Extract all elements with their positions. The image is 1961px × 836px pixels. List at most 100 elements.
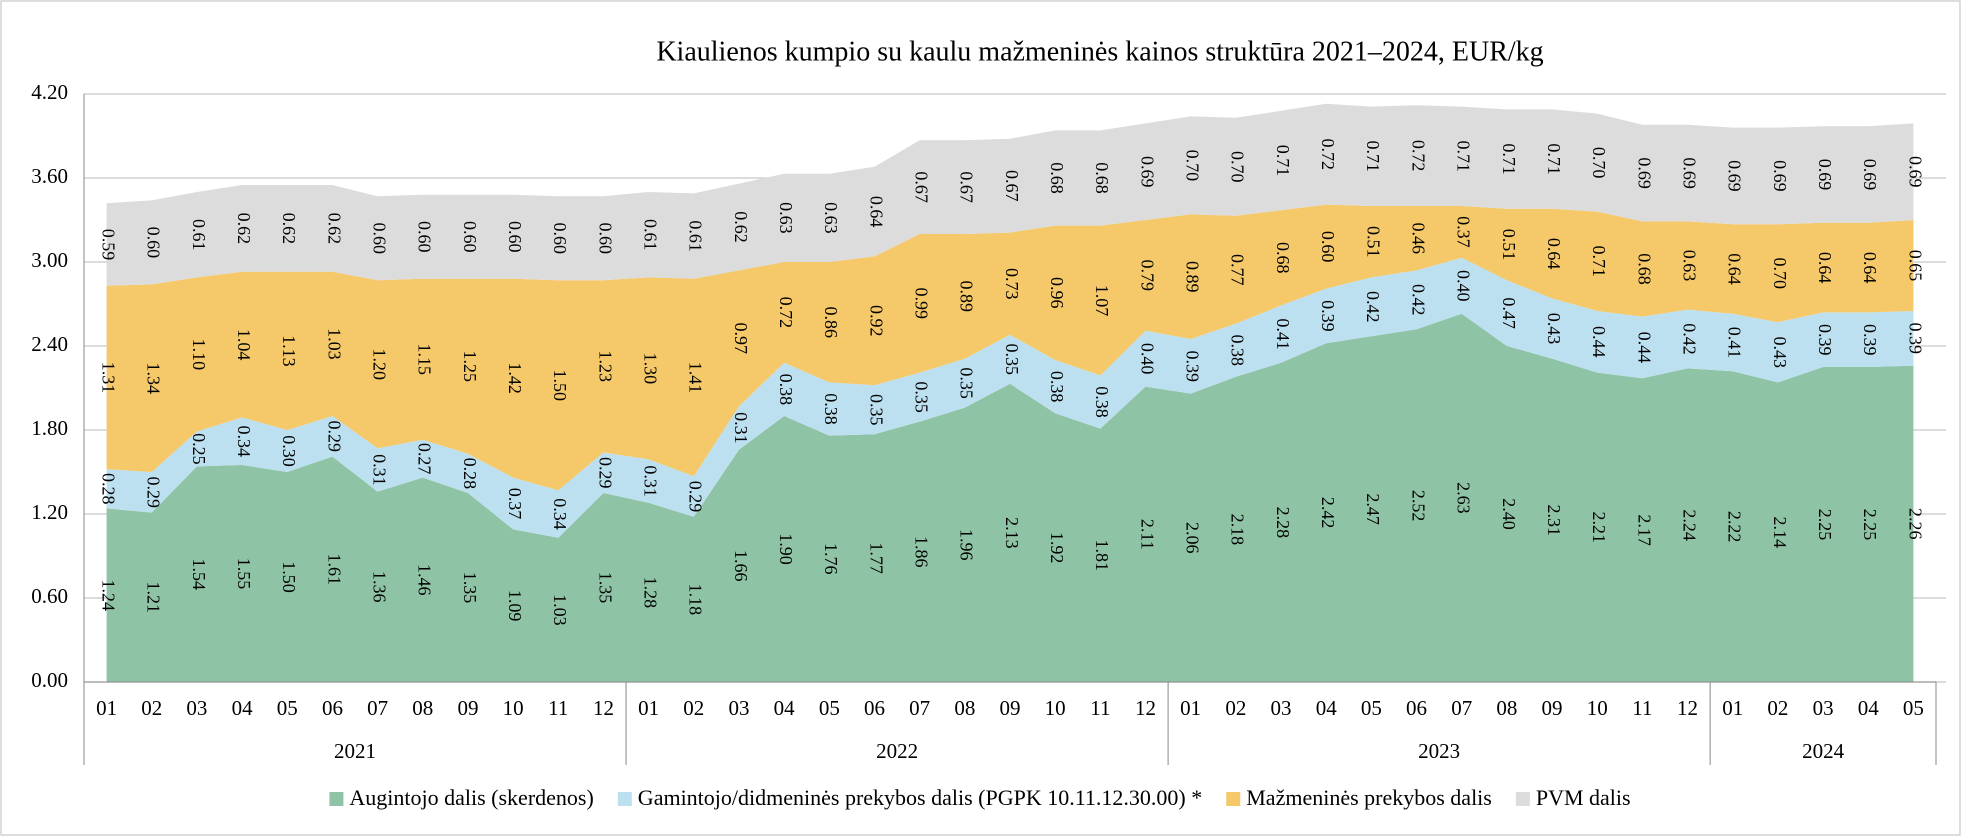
data-label: 1.07 — [1092, 285, 1112, 317]
data-label: 0.40 — [1137, 343, 1157, 375]
data-label: 0.77 — [1228, 254, 1248, 286]
data-label: 0.51 — [1499, 229, 1519, 261]
x-tick-label: 04 — [1858, 696, 1880, 720]
data-label: 0.63 — [821, 202, 841, 234]
data-label: 1.76 — [821, 543, 841, 575]
data-label: 2.06 — [1183, 522, 1203, 554]
data-label: 0.39 — [1183, 351, 1203, 383]
data-label: 1.96 — [957, 529, 977, 561]
data-label: 0.31 — [731, 412, 751, 444]
x-group-label: 2021 — [334, 739, 376, 763]
x-tick-label: 01 — [96, 696, 117, 720]
legend-label: PVM dalis — [1536, 785, 1631, 810]
x-tick-label: 01 — [638, 696, 659, 720]
data-label: 0.60 — [144, 227, 164, 259]
data-label: 0.43 — [1770, 337, 1790, 369]
data-label: 2.31 — [1544, 505, 1564, 537]
data-label: 1.31 — [98, 362, 118, 394]
data-label: 0.71 — [1273, 145, 1293, 177]
data-label: 0.64 — [1725, 253, 1745, 285]
data-label: 0.60 — [595, 222, 615, 254]
data-label: 0.97 — [731, 323, 751, 355]
y-tick-label: 1.80 — [31, 416, 68, 440]
data-label: 1.23 — [595, 351, 615, 383]
data-label: 0.60 — [550, 222, 570, 254]
y-tick-label: 3.60 — [31, 164, 68, 188]
data-label: 0.27 — [415, 443, 435, 475]
x-tick-label: 05 — [277, 696, 298, 720]
data-label: 1.77 — [866, 542, 886, 574]
data-label: 0.46 — [1408, 222, 1428, 254]
data-label: 0.42 — [1679, 323, 1699, 355]
data-label: 0.28 — [460, 458, 480, 490]
x-tick-label: 03 — [728, 696, 749, 720]
legend-swatch — [329, 792, 344, 806]
data-label: 0.44 — [1634, 332, 1654, 364]
data-label: 2.24 — [1679, 509, 1699, 541]
data-label: 0.92 — [866, 305, 886, 337]
x-tick-label: 01 — [1180, 696, 1201, 720]
chart-title: Kiaulienos kumpio su kaulu mažmeninės ka… — [656, 36, 1543, 67]
data-label: 0.61 — [641, 219, 661, 251]
data-label: 0.72 — [1318, 138, 1338, 170]
x-tick-label: 05 — [1361, 696, 1382, 720]
data-label: 2.25 — [1860, 509, 1880, 541]
data-label: 2.42 — [1318, 497, 1338, 529]
area — [106, 103, 1914, 286]
x-tick-label: 09 — [457, 696, 478, 720]
y-tick-label: 4.20 — [31, 80, 68, 104]
data-label: 0.71 — [1363, 141, 1383, 173]
data-label: 2.52 — [1408, 490, 1428, 521]
data-label: 0.51 — [1363, 226, 1383, 258]
data-label: 0.72 — [776, 297, 796, 329]
data-label: 0.71 — [1589, 246, 1609, 278]
data-label: 0.67 — [912, 171, 932, 203]
data-label: 1.20 — [369, 348, 389, 380]
data-label: 2.11 — [1137, 519, 1157, 550]
y-tick-label: 2.40 — [31, 332, 68, 356]
data-label: 1.25 — [460, 351, 480, 383]
data-label: 0.29 — [324, 421, 344, 453]
data-label: 1.03 — [324, 328, 344, 360]
data-label: 0.43 — [1544, 313, 1564, 345]
data-label: 0.39 — [1815, 324, 1835, 356]
data-label: 0.62 — [234, 213, 254, 245]
data-label: 1.21 — [144, 582, 164, 614]
data-label: 1.86 — [912, 536, 932, 568]
data-label: 1.09 — [505, 590, 525, 622]
data-label: 0.79 — [1137, 260, 1157, 292]
data-label: 2.18 — [1228, 514, 1248, 546]
x-tick-label: 10 — [503, 696, 524, 720]
data-label: 0.38 — [776, 374, 796, 406]
x-tick-label: 03 — [1271, 696, 1292, 720]
x-tick-label: 02 — [1767, 696, 1788, 720]
area — [106, 313, 1914, 682]
data-label: 0.64 — [1544, 238, 1564, 270]
x-tick-label: 08 — [412, 696, 433, 720]
x-group-label: 2023 — [1418, 739, 1460, 763]
x-tick-label: 06 — [1406, 696, 1427, 720]
x-tick-label: 12 — [593, 696, 614, 720]
data-label: 0.42 — [1408, 284, 1428, 316]
y-tick-label: 0.60 — [31, 584, 68, 608]
data-label: 2.17 — [1634, 514, 1654, 546]
data-label: 0.70 — [1770, 257, 1790, 289]
data-label: 0.86 — [821, 306, 841, 338]
data-label: 0.38 — [1228, 334, 1248, 366]
x-group-label: 2022 — [876, 739, 918, 763]
x-tick-label: 10 — [1587, 696, 1608, 720]
legend-item: Augintojo dalis (skerdenos) — [329, 785, 594, 810]
data-label: 0.64 — [1860, 252, 1880, 284]
data-label: 1.13 — [279, 335, 299, 367]
data-label: 0.35 — [866, 394, 886, 426]
data-label: 0.41 — [1273, 318, 1293, 350]
data-label: 0.39 — [1318, 300, 1338, 332]
data-label: 1.34 — [144, 362, 164, 394]
data-label: 2.22 — [1725, 511, 1745, 543]
data-label: 1.61 — [324, 554, 344, 586]
data-label: 0.68 — [1634, 253, 1654, 285]
x-tick-label: 02 — [141, 696, 162, 720]
data-label: 1.15 — [415, 344, 435, 376]
data-label: 0.38 — [821, 393, 841, 425]
